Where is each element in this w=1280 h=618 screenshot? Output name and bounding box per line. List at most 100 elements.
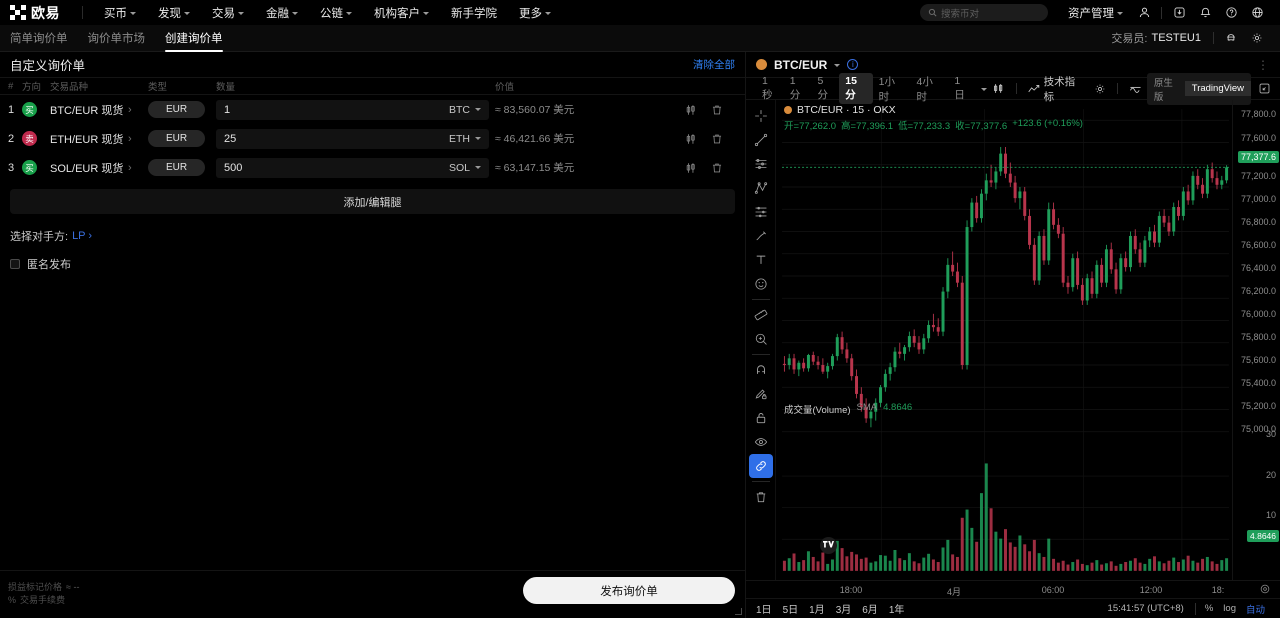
quantity-unit-dropdown[interactable]: ETH: [449, 133, 481, 145]
trash-icon[interactable]: [749, 485, 773, 509]
delete-row-icon[interactable]: [711, 104, 723, 116]
quantity-input[interactable]: 1 BTC: [216, 99, 489, 120]
user-account-icon[interactable]: [1131, 0, 1157, 25]
anonymous-checkbox[interactable]: [10, 259, 20, 269]
pencil-lock-icon[interactable]: [749, 382, 773, 406]
magnet-icon[interactable]: [749, 358, 773, 382]
resize-handle[interactable]: [735, 608, 742, 615]
globe-icon[interactable]: [1244, 0, 1270, 25]
bell-icon[interactable]: [1192, 0, 1218, 25]
quantity-unit-dropdown[interactable]: SOL: [449, 162, 481, 174]
nav-item-buy-crypto[interactable]: 买币: [93, 0, 147, 25]
row-symbol[interactable]: SOL/EUR 现货: [50, 162, 124, 175]
delete-row-icon[interactable]: [711, 162, 723, 174]
chart-symbol[interactable]: BTC/EUR: [774, 57, 828, 72]
emoji-icon[interactable]: [749, 272, 773, 296]
quantity-input[interactable]: 500 SOL: [216, 157, 489, 178]
nav-item-trade[interactable]: 交易: [201, 0, 255, 25]
row-symbol-selector[interactable]: ›: [128, 162, 148, 174]
range-1y[interactable]: 1年: [888, 605, 905, 616]
text-icon[interactable]: [749, 248, 773, 272]
chart-view-toggle[interactable]: 原生版 TradingView: [1146, 72, 1252, 105]
time-axis[interactable]: 18:00 4月 06:00 12:00 18:: [746, 580, 1280, 598]
indicators-button[interactable]: 技术指标: [1023, 74, 1089, 104]
row-side[interactable]: 买: [22, 102, 50, 117]
chart-canvas[interactable]: BTC/EUR · 15 · OKX 开=77,262.0 高=77,396.1…: [776, 100, 1232, 580]
timeframe-1s[interactable]: 1秒: [762, 75, 773, 101]
row-symbol[interactable]: ETH/EUR 现货: [50, 133, 124, 146]
search-input[interactable]: 搜索币对: [920, 4, 1048, 21]
publish-rfq-button[interactable]: 发布询价单: [523, 577, 735, 604]
log-scale-button[interactable]: log: [1223, 603, 1236, 614]
delete-row-icon[interactable]: [711, 133, 723, 145]
fib-retracement-icon[interactable]: [749, 200, 773, 224]
range-5d[interactable]: 5日: [782, 605, 799, 616]
nav-item-more[interactable]: 更多: [508, 0, 562, 25]
timeframe-1h[interactable]: 1小时: [878, 75, 895, 103]
info-icon[interactable]: i: [847, 59, 859, 70]
time-settings-icon[interactable]: [1260, 584, 1270, 594]
nav-item-public-chain[interactable]: 公链: [309, 0, 363, 25]
okx-logo[interactable]: 欧易: [10, 3, 72, 23]
settings-gear-icon[interactable]: [1244, 26, 1270, 51]
chevron-down-icon[interactable]: [981, 87, 988, 91]
timeframe-4h[interactable]: 4小时: [916, 75, 933, 103]
range-1d[interactable]: 1日: [756, 605, 772, 616]
nav-item-asset-management[interactable]: 资产管理: [1060, 0, 1131, 25]
row-symbol-selector[interactable]: ›: [128, 133, 148, 145]
type-pill[interactable]: EUR: [148, 130, 205, 147]
chart-type-icon[interactable]: [987, 83, 1010, 94]
view-tradingview-option[interactable]: TradingView: [1184, 81, 1252, 96]
row-side[interactable]: 买: [22, 160, 50, 175]
price-axis[interactable]: 77,800.0 77,600.0 77,377.6 77,200.0 77,0…: [1232, 100, 1280, 580]
ruler-icon[interactable]: [749, 303, 773, 327]
add-edit-leg-button[interactable]: 添加/编辑腿: [10, 189, 735, 214]
range-1m[interactable]: 1月: [809, 605, 825, 616]
brush-icon[interactable]: [749, 224, 773, 248]
counterparty-selector[interactable]: LP ›: [72, 230, 93, 242]
nav-item-academy[interactable]: 新手学院: [440, 0, 508, 25]
type-pill[interactable]: EUR: [148, 101, 205, 118]
tab-create-rfq[interactable]: 创建询价单: [165, 25, 223, 52]
fullscreen-icon[interactable]: [1259, 83, 1270, 94]
auto-scale-button[interactable]: 自动: [1245, 604, 1265, 616]
timeframe-5m[interactable]: 5分: [817, 75, 829, 101]
trend-line-icon[interactable]: [749, 128, 773, 152]
quantity-unit-dropdown[interactable]: BTC: [449, 104, 481, 116]
crosshair-icon[interactable]: [749, 104, 773, 128]
nav-item-finance[interactable]: 金融: [255, 0, 309, 25]
chevron-down-icon[interactable]: [834, 63, 841, 67]
row-symbol-selector[interactable]: ›: [128, 104, 148, 116]
row-symbol[interactable]: BTC/EUR 现货: [50, 104, 124, 117]
row-side[interactable]: 卖: [22, 131, 50, 146]
chart-settings-icon[interactable]: [1089, 83, 1111, 95]
zoom-in-icon[interactable]: [749, 327, 773, 351]
more-options-icon[interactable]: ⋮: [1257, 57, 1270, 72]
nav-item-discover[interactable]: 发现: [147, 0, 201, 25]
candlestick-icon[interactable]: [685, 162, 697, 174]
pitchfork-icon[interactable]: [749, 176, 773, 200]
timeframe-15m[interactable]: 15分: [839, 73, 873, 104]
timeframe-1m[interactable]: 1分: [789, 75, 801, 101]
range-3m[interactable]: 3月: [835, 605, 852, 616]
tab-simple-rfq[interactable]: 简单询价单: [10, 33, 68, 45]
candlestick-icon[interactable]: [685, 133, 697, 145]
tradingview-logo[interactable]: [820, 537, 837, 554]
tab-rfq-market[interactable]: 询价单市场: [87, 33, 146, 45]
eye-icon[interactable]: [749, 430, 773, 454]
help-icon[interactable]: [1218, 0, 1244, 25]
view-native-option[interactable]: 原生版: [1153, 77, 1173, 103]
bell-alert-icon[interactable]: [1218, 26, 1244, 51]
download-icon[interactable]: [1166, 0, 1192, 25]
candlestick-icon[interactable]: [685, 104, 697, 116]
link-icon[interactable]: [748, 454, 773, 478]
nav-item-institutional[interactable]: 机构客户: [363, 0, 440, 25]
quantity-input[interactable]: 25 ETH: [216, 128, 489, 149]
type-pill[interactable]: EUR: [148, 159, 205, 176]
clear-all-button[interactable]: 清除全部: [693, 59, 735, 71]
percent-scale-button[interactable]: %: [1204, 603, 1214, 614]
range-6m[interactable]: 6月: [862, 605, 878, 616]
lock-icon[interactable]: [749, 406, 773, 430]
horizontal-lines-icon[interactable]: [749, 152, 773, 176]
timeframe-1d[interactable]: 1日: [954, 75, 965, 101]
